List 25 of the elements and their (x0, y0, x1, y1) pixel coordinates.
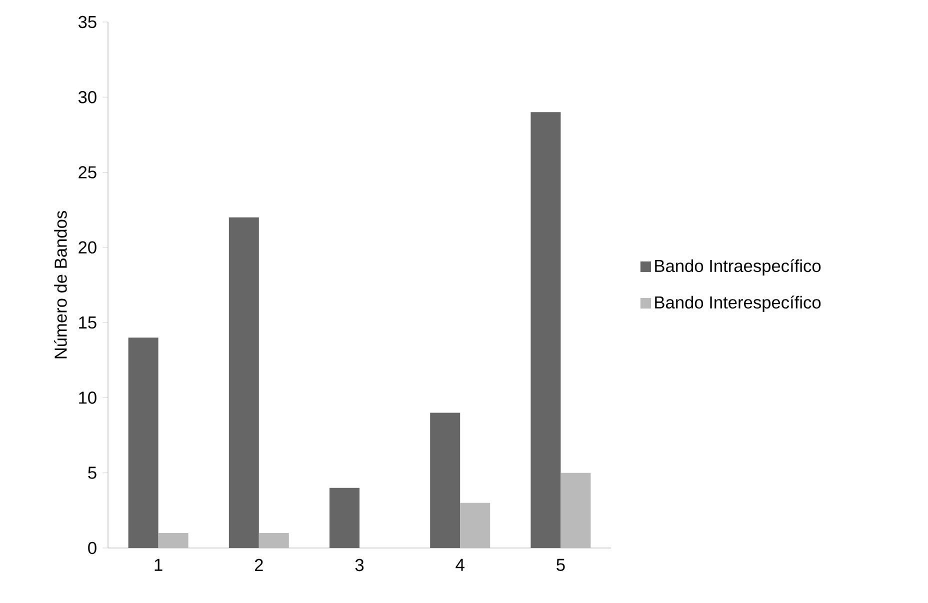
y-tick-label: 5 (88, 466, 96, 479)
bar (228, 217, 259, 548)
y-tick-label: 25 (78, 166, 96, 178)
bar (330, 488, 360, 548)
x-tick-label: 1 (154, 558, 162, 571)
legend-label: Bando Interespecífico (655, 296, 821, 312)
bar (460, 502, 490, 548)
bar (430, 412, 460, 548)
bar (128, 338, 158, 548)
legend-label: Bando Intraespecífico (655, 259, 821, 276)
x-tick-label: 4 (456, 558, 464, 571)
bar (158, 532, 188, 548)
y-tick-label: 0 (88, 542, 96, 554)
bar (560, 472, 591, 548)
x-tick-label: 5 (556, 558, 565, 572)
y-axis-title: Número de Bandos (54, 210, 67, 358)
bar (258, 532, 289, 548)
y-tick-label: 10 (79, 392, 96, 404)
x-tick-label: 3 (355, 558, 364, 572)
bar (530, 112, 561, 548)
y-tick-label: 35 (78, 16, 96, 28)
y-tick-label: 15 (79, 316, 96, 329)
x-tick-label: 2 (254, 558, 263, 572)
y-tick-label: 30 (78, 90, 96, 104)
y-tick-label: 20 (78, 241, 96, 254)
